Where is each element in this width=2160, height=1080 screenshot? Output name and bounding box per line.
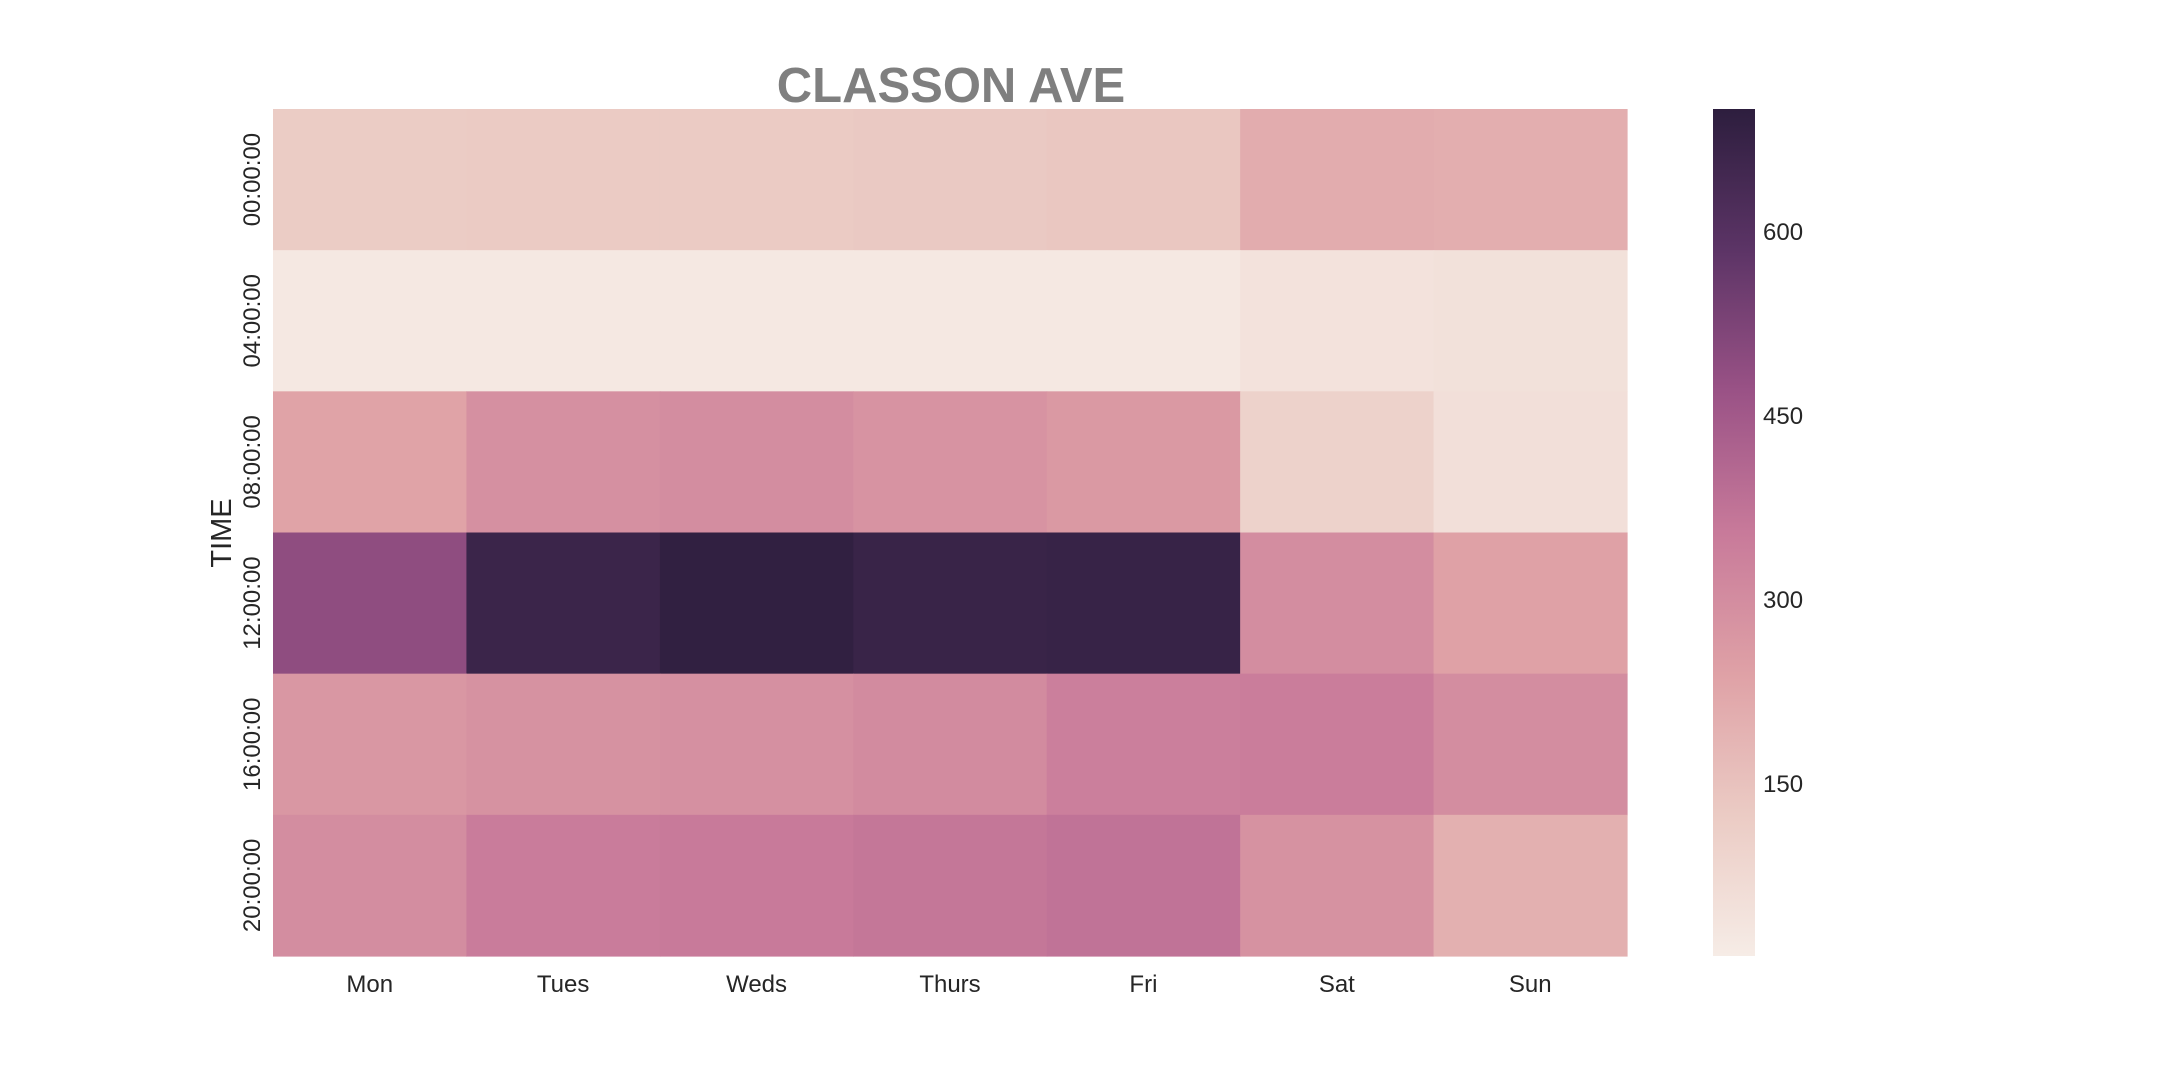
heatmap-cell [273,673,468,816]
heatmap-cell [853,673,1048,816]
x-tick-label: Sat [1319,971,1355,998]
heatmap-cell [1433,391,1628,534]
heatmap-cell [1240,673,1435,816]
heatmap-cell [466,391,661,534]
heatmap-cell [273,391,468,534]
heatmap-cell [1240,814,1435,957]
heatmap-cell [466,673,661,816]
heatmap-cell [466,532,661,675]
heatmap-cell [273,532,468,675]
heatmap-cell [659,814,854,957]
heatmap-cell [1046,814,1241,957]
heatmap-cell [273,250,468,392]
heatmap-cell [1240,109,1435,251]
x-tick-label: Fri [1129,971,1157,998]
y-tick-label: 04:00:00 [239,274,266,367]
heatmap-cell [659,391,854,534]
heatmap-cell [853,391,1048,534]
heatmap-cell [1433,814,1628,957]
y-tick-label: 00:00:00 [239,133,266,226]
heatmap-cell [853,250,1048,392]
heatmap-cell [466,250,661,392]
heatmap-cell [659,673,854,816]
x-tick-labels: Mon Tues Weds Thurs Fri Sat Sun [346,971,1551,998]
y-tick-label: 16:00:00 [239,698,266,791]
x-tick-label: Sun [1509,971,1552,998]
heatmap-cell [1046,250,1241,392]
heatmap-cell [273,109,468,251]
colorbar-tick-label: 150 [1763,771,1803,798]
y-tick-labels: 00:00:00 04:00:00 08:00:00 12:00:00 16:00:00… [239,133,266,932]
heatmap-cell [1046,109,1241,251]
heatmap-cell [1433,250,1628,392]
heatmap-cell [1240,391,1435,534]
x-tick-label: Weds [726,971,787,998]
heatmap-cell [853,532,1048,675]
heatmap-cell [1046,673,1241,816]
x-tick-label: Tues [537,971,589,998]
chart-title: CLASSON AVE [777,59,1125,113]
heatmap-cell [659,250,854,392]
heatmap-cell [659,532,854,675]
heatmap-cell [466,814,661,957]
colorbar-ticks: 150 300 450 600 [1763,219,1803,798]
heatmap-cell [853,814,1048,957]
heatmap-cell [659,109,854,251]
heatmap-cell [1240,532,1435,675]
y-tick-label: 08:00:00 [239,415,266,508]
colorbar [1713,109,1755,956]
x-tick-label: Mon [346,971,393,998]
heatmap-cell [273,814,468,957]
y-tick-label: 20:00:00 [239,839,266,932]
heatmap-cell [1433,109,1628,251]
colorbar-tick-label: 600 [1763,219,1803,246]
heatmap-cell [853,109,1048,251]
y-tick-label: 12:00:00 [239,556,266,649]
colorbar-tick-label: 450 [1763,403,1803,430]
heatmap-cells [273,109,1628,957]
heatmap-cell [1433,673,1628,816]
x-tick-label: Thurs [919,971,980,998]
colorbar-tick-label: 300 [1763,587,1803,614]
y-axis-label: TIME [206,498,238,567]
heatmap-cell [466,109,661,251]
heatmap-cell [1240,250,1435,392]
heatmap-cell [1433,532,1628,675]
heatmap-cell [1046,532,1241,675]
heatmap-cell [1046,391,1241,534]
